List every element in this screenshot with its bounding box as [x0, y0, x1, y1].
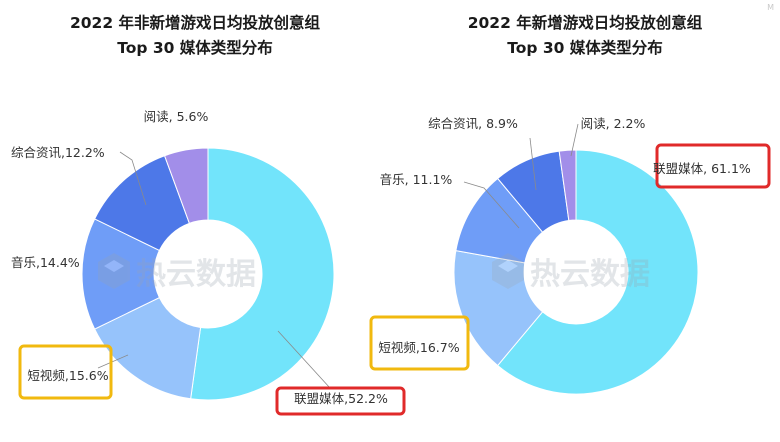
watermark-right: 热云数据 [492, 253, 650, 292]
slice-label-zonghe-zixun: 综合资讯, 8.9% [428, 116, 518, 131]
corner-mark: M [767, 3, 774, 12]
slice-label-lianmeng-meiti: 联盟媒体, 61.1% [653, 161, 751, 176]
donut-slice-yinyue [81, 218, 161, 330]
leader-line-duan-shipin [97, 354, 129, 369]
slice-label-zonghe-zixun: 综合资讯,12.2% [11, 145, 105, 160]
slice-label-yinyue: 音乐,14.4% [11, 255, 80, 270]
watermark-left: 热云数据 [98, 253, 256, 292]
highlight-box-duan-shipin [18, 344, 113, 400]
slice-label-yuedu: 阅读, 5.6% [144, 109, 209, 124]
watermark-logo-icon [98, 253, 130, 289]
donut-slice-yuedu [163, 147, 209, 224]
donut-slice-duan-shipin [94, 296, 202, 400]
highlight-box-lianmeng-meiti [655, 143, 771, 189]
slice-label-lianmeng-meiti: 联盟媒体,52.2% [294, 391, 388, 406]
highlight-box-duan-shipin [369, 315, 470, 371]
leader-line-lianmeng-meiti [277, 330, 331, 389]
slice-label-yinyue: 音乐, 11.1% [380, 172, 453, 187]
slice-label-duan-shipin: 短视频,15.6% [27, 368, 108, 383]
slice-label-yuedu: 阅读, 2.2% [581, 116, 646, 131]
donut-chart-new-games: 2022 年新增游戏日均投放创意组 Top 30 媒体类型分布 联盟媒体, 61… [369, 13, 771, 395]
chart-title: 2022 年新增游戏日均投放创意组 [468, 13, 703, 32]
watermark-logo-icon [492, 253, 524, 289]
leader-line-yinyue [463, 181, 520, 229]
donut-slice-lianmeng-meiti [496, 149, 699, 395]
chart-title: 2022 年非新增游戏日均投放创意组 [70, 13, 321, 32]
donut-chart-non-new-games: 2022 年非新增游戏日均投放创意组 Top 30 媒体类型分布 联盟媒体,52… [11, 13, 406, 416]
chart-subtitle: Top 30 媒体类型分布 [507, 38, 663, 57]
chart-subtitle: Top 30 媒体类型分布 [117, 38, 273, 57]
donut-slice-yuedu [558, 149, 577, 222]
highlight-box-lianmeng-meiti [275, 386, 406, 416]
leader-line-zonghe-zixun [529, 137, 537, 191]
donut-slice-lianmeng-meiti [190, 147, 335, 401]
leader-line-yuedu [570, 123, 579, 157]
watermark-text: 热云数据 [136, 257, 256, 292]
leader-line-zonghe-zixun [119, 151, 147, 206]
slice-label-duan-shipin: 短视频,16.7% [378, 340, 459, 355]
watermark-text: 热云数据 [530, 257, 650, 292]
